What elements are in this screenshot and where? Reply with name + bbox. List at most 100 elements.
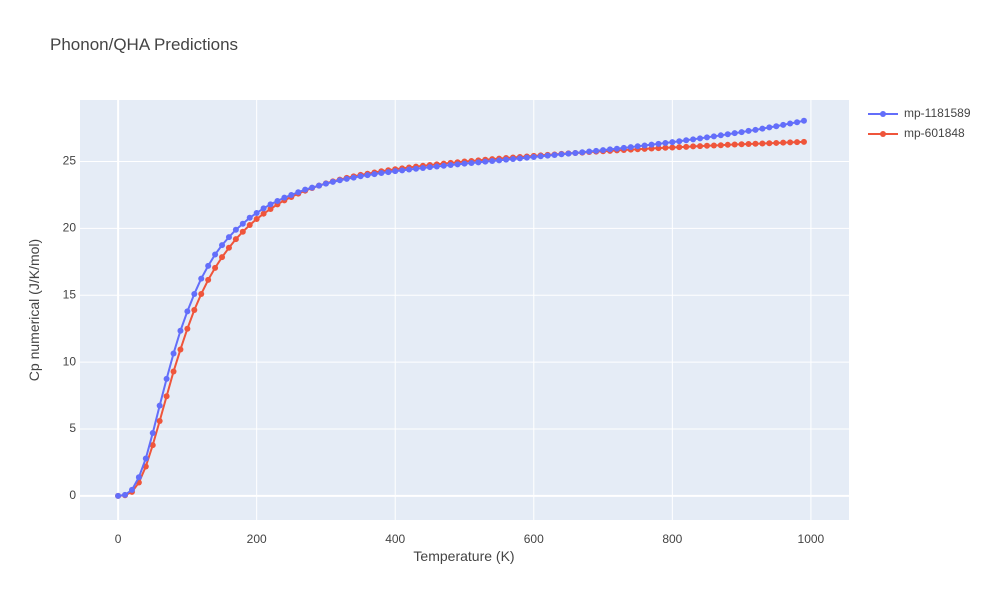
data-point	[710, 142, 717, 149]
data-point	[267, 206, 274, 213]
data-point	[392, 168, 399, 175]
y-tick-label: 0	[69, 488, 76, 502]
data-point	[419, 164, 426, 171]
data-point	[530, 153, 537, 160]
series-line	[117, 119, 805, 497]
data-point	[752, 126, 759, 133]
data-point	[627, 144, 634, 151]
x-tick-label: 1000	[798, 532, 825, 546]
data-point	[163, 393, 170, 400]
data-point	[669, 144, 676, 151]
data-point	[260, 205, 267, 212]
data-point	[544, 152, 551, 159]
data-point	[510, 155, 516, 162]
data-point	[122, 491, 129, 498]
data-point	[225, 244, 232, 251]
data-point	[177, 327, 184, 334]
data-point	[669, 139, 676, 146]
data-point	[551, 151, 558, 158]
data-point	[149, 430, 156, 437]
data-point	[461, 160, 468, 167]
data-point	[676, 144, 683, 151]
data-point	[710, 133, 717, 140]
data-point	[766, 124, 773, 131]
data-point	[149, 442, 156, 449]
x-tick-label: 400	[385, 532, 405, 546]
data-point	[683, 137, 690, 144]
data-point	[205, 276, 212, 283]
data-point	[655, 140, 662, 147]
data-point	[745, 141, 752, 148]
data-point	[703, 134, 710, 141]
data-point	[378, 170, 385, 177]
y-tick-labels: 0 5 10 15 20 25	[63, 154, 77, 502]
data-point	[212, 251, 219, 258]
data-point	[586, 148, 593, 155]
data-point	[364, 172, 371, 179]
legend[interactable]: mp-1181589 mp-601848	[868, 106, 971, 140]
series-line	[118, 140, 805, 497]
data-point	[745, 127, 752, 134]
chart-title: Phonon/QHA Predictions	[50, 35, 238, 54]
plot-background	[80, 100, 849, 520]
data-point	[184, 308, 191, 315]
data-point	[156, 418, 163, 425]
data-point	[246, 222, 253, 229]
data-point	[766, 140, 773, 147]
data-point	[516, 155, 523, 162]
data-point	[676, 138, 683, 145]
x-tick-labels: 0 200 400 600 800 1000	[115, 532, 825, 546]
legend-label: mp-601848	[904, 126, 965, 140]
data-point	[759, 125, 766, 132]
data-point	[703, 142, 710, 149]
data-point	[447, 162, 454, 169]
data-point	[572, 149, 579, 156]
data-point	[406, 166, 413, 173]
data-point	[350, 174, 357, 181]
data-point	[593, 147, 600, 154]
data-point	[655, 145, 662, 152]
data-point	[773, 139, 780, 146]
data-point	[662, 139, 669, 146]
data-point	[662, 144, 669, 151]
data-point	[433, 163, 440, 170]
data-point	[759, 140, 766, 147]
data-point	[731, 141, 738, 148]
data-point	[281, 194, 288, 201]
data-point	[399, 167, 406, 174]
data-point	[115, 492, 122, 499]
data-point	[177, 346, 184, 353]
x-tick-label: 0	[115, 532, 122, 546]
data-point	[267, 201, 274, 208]
data-point	[440, 162, 447, 169]
data-point	[717, 132, 724, 139]
data-point	[253, 210, 260, 217]
data-point	[191, 290, 198, 297]
data-point	[198, 290, 205, 297]
legend-swatch-marker	[880, 131, 886, 137]
data-point	[523, 154, 530, 161]
data-point	[156, 402, 163, 409]
x-axis-label: Temperature (K)	[413, 548, 514, 564]
data-point	[606, 146, 613, 153]
data-point	[128, 486, 135, 493]
data-point	[731, 130, 738, 137]
data-point	[787, 120, 794, 127]
data-point	[219, 242, 226, 249]
data-point	[496, 157, 503, 164]
data-point	[648, 141, 655, 148]
data-point	[371, 171, 378, 178]
legend-item[interactable]: mp-601848	[868, 126, 965, 140]
legend-item[interactable]: mp-1181589	[868, 106, 971, 120]
data-point	[246, 214, 253, 221]
y-tick-label: 5	[69, 421, 76, 435]
data-point	[385, 169, 392, 176]
data-point	[600, 147, 607, 154]
data-point	[357, 173, 364, 180]
data-point	[329, 178, 336, 185]
data-point	[787, 139, 794, 146]
data-point	[219, 254, 226, 261]
series-mp-1181589	[115, 117, 807, 499]
